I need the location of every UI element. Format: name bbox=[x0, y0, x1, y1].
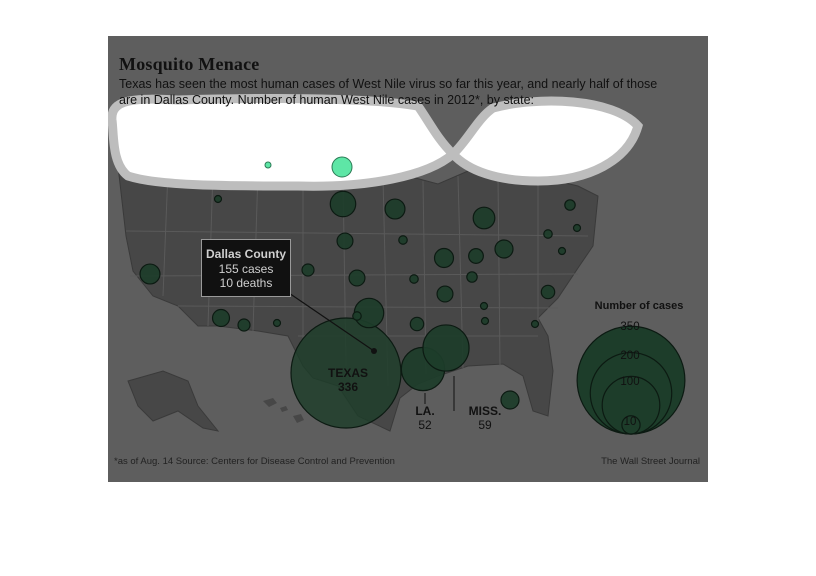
case-bubble bbox=[543, 229, 553, 239]
case-bubble bbox=[139, 263, 161, 285]
alaska-landmass bbox=[127, 370, 220, 432]
highlighted-bubble bbox=[264, 161, 272, 169]
case-bubble bbox=[472, 206, 496, 230]
case-bubble bbox=[564, 199, 576, 211]
publisher-credit: The Wall Street Journal bbox=[601, 456, 700, 467]
obscured-region bbox=[108, 93, 644, 191]
case-bubble bbox=[211, 308, 231, 328]
case-bubble bbox=[466, 271, 478, 283]
texas-label: TEXAS 336 bbox=[316, 366, 380, 394]
miss-label: MISS. 59 bbox=[460, 404, 510, 432]
map-graphic-panel: Mosquito Menace Texas has seen the most … bbox=[108, 36, 708, 482]
legend-title: Number of cases bbox=[594, 300, 684, 312]
case-bubble bbox=[352, 311, 362, 321]
case-bubble bbox=[468, 248, 484, 264]
case-bubble bbox=[272, 318, 282, 328]
case-bubble bbox=[384, 198, 406, 220]
la-label-name: LA. bbox=[415, 404, 435, 418]
case-bubble bbox=[479, 301, 489, 311]
case-bubble bbox=[290, 317, 402, 429]
la-label: LA. 52 bbox=[405, 404, 445, 432]
us-map bbox=[108, 93, 686, 435]
texas-label-value: 336 bbox=[337, 380, 359, 394]
miss-label-value: 59 bbox=[478, 418, 492, 432]
case-bubble bbox=[398, 235, 408, 245]
case-bubble bbox=[480, 316, 490, 326]
case-bubble bbox=[540, 284, 556, 300]
legend-value-350: 350 bbox=[620, 321, 640, 333]
case-bubble bbox=[572, 223, 582, 233]
case-bubble bbox=[409, 274, 419, 284]
case-bubble bbox=[422, 324, 470, 372]
case-bubble bbox=[500, 390, 520, 410]
state-bubbles bbox=[139, 156, 582, 429]
legend-value-200: 200 bbox=[620, 350, 640, 362]
case-bubble bbox=[237, 318, 251, 332]
case-bubble bbox=[530, 319, 540, 329]
case-bubble bbox=[494, 239, 514, 259]
dallas-county-marker bbox=[371, 348, 377, 354]
size-legend bbox=[576, 325, 686, 435]
miss-label-name: MISS. bbox=[468, 404, 502, 418]
case-bubble bbox=[301, 263, 315, 277]
hawaii-islands bbox=[263, 398, 304, 423]
dallas-county-callout: Dallas County 155 cases 10 deaths bbox=[201, 239, 291, 297]
texas-label-name: TEXAS bbox=[327, 366, 368, 380]
source-footnote: *as of Aug. 14 Source: Centers for Disea… bbox=[114, 456, 395, 467]
case-bubble bbox=[557, 246, 567, 256]
callout-deaths: 10 deaths bbox=[219, 276, 273, 290]
case-bubble bbox=[329, 190, 357, 218]
case-bubble bbox=[213, 194, 223, 204]
callout-heading: Dallas County bbox=[205, 247, 286, 261]
la-label-value: 52 bbox=[418, 418, 432, 432]
callout-cases: 155 cases bbox=[218, 261, 274, 276]
case-bubble bbox=[433, 247, 455, 269]
legend-value-10: 10 bbox=[623, 416, 637, 428]
case-bubble bbox=[348, 269, 366, 287]
case-bubble bbox=[409, 316, 425, 332]
callout-leader-line bbox=[285, 290, 375, 352]
highlighted-bubble bbox=[331, 156, 353, 178]
chart-subtitle: Texas has seen the most human cases of W… bbox=[119, 77, 658, 107]
case-bubble bbox=[336, 232, 354, 250]
legend-circle bbox=[621, 415, 641, 435]
case-bubble bbox=[436, 285, 454, 303]
legend-value-100: 100 bbox=[620, 376, 640, 388]
chart-title: Mosquito Menace bbox=[119, 54, 260, 74]
